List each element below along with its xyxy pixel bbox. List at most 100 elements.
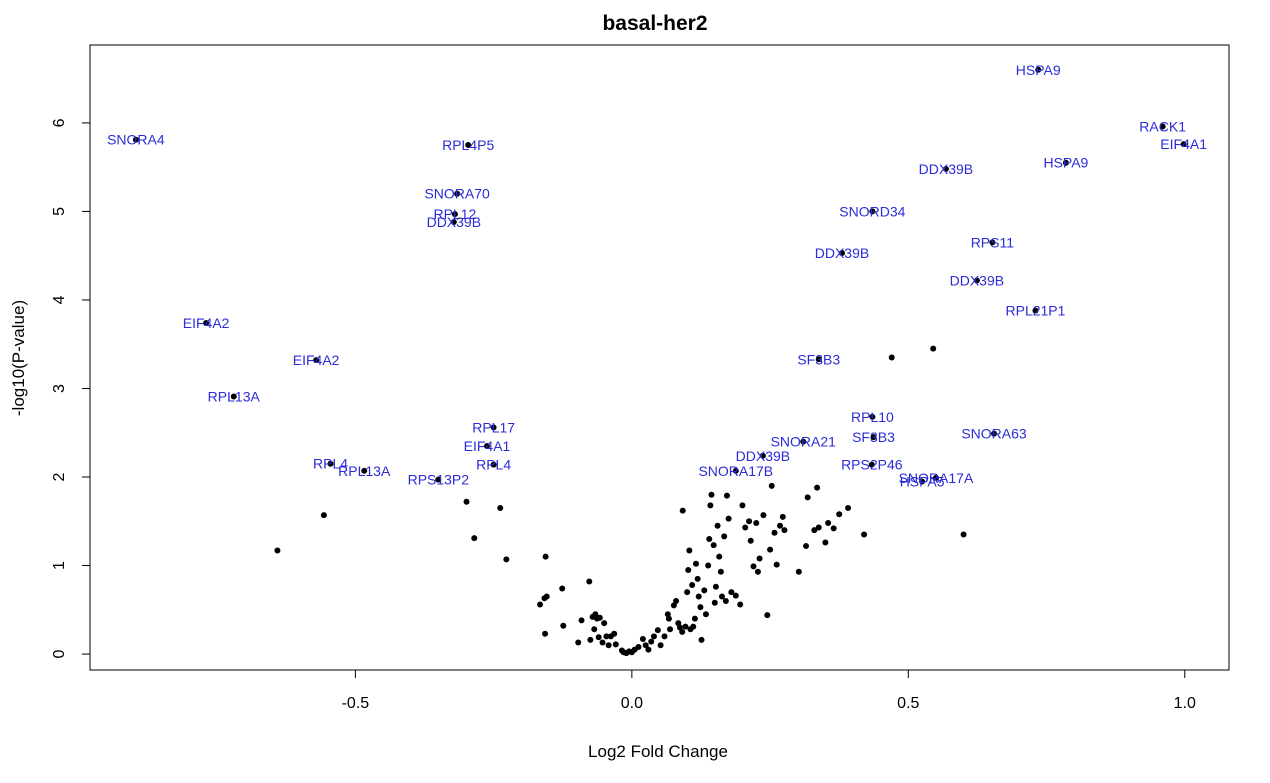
labeled-data-point xyxy=(451,211,458,218)
gene-label: SNORA17A xyxy=(899,470,974,486)
labeled-data-point xyxy=(870,434,877,441)
x-tick-label: -0.5 xyxy=(342,695,370,712)
data-point xyxy=(274,547,281,554)
data-point xyxy=(471,535,478,542)
y-tick-label: 1 xyxy=(51,561,68,570)
labeled-data-point xyxy=(815,356,822,363)
data-point xyxy=(679,628,686,635)
labeled-data-point xyxy=(490,424,497,431)
data-point xyxy=(559,585,566,592)
data-point xyxy=(773,561,780,568)
data-point xyxy=(710,542,717,549)
x-axis-title: Log2 Fold Change xyxy=(588,742,728,761)
data-point xyxy=(753,520,760,527)
labeled-data-point xyxy=(1159,123,1166,130)
data-point xyxy=(320,512,327,519)
data-point xyxy=(701,587,708,594)
gene-label: SNORA21 xyxy=(771,434,837,450)
data-point xyxy=(673,597,680,604)
plot-area-frame xyxy=(89,44,1230,671)
chart-title: basal-her2 xyxy=(602,12,707,35)
labeled-data-point xyxy=(973,277,980,284)
data-point xyxy=(665,615,672,622)
data-point xyxy=(503,556,510,563)
data-point xyxy=(684,589,691,596)
data-point xyxy=(595,634,602,641)
data-point xyxy=(795,568,802,575)
gene-label: SNORA63 xyxy=(961,426,1027,442)
data-point xyxy=(635,643,642,650)
data-point xyxy=(497,504,504,511)
data-point xyxy=(685,566,692,573)
y-axis-title: -log10(P-value) xyxy=(9,300,28,416)
data-point xyxy=(714,522,721,529)
data-point xyxy=(686,547,693,554)
data-point xyxy=(822,539,829,546)
data-point xyxy=(930,345,937,352)
data-point xyxy=(698,636,705,643)
gene-label: RPL13A xyxy=(338,463,391,479)
data-point xyxy=(603,633,610,640)
labeled-data-point xyxy=(1032,307,1039,314)
labeled-data-point xyxy=(203,319,210,326)
data-point xyxy=(722,597,729,604)
data-point xyxy=(575,639,582,646)
data-point xyxy=(845,504,852,511)
gene-label: HSPA9 xyxy=(1016,62,1061,78)
gene-label: RPL13A xyxy=(208,388,261,404)
labeled-data-point xyxy=(989,239,996,246)
data-point xyxy=(732,592,739,599)
gene-label: RPL4 xyxy=(313,456,348,472)
data-point xyxy=(754,568,761,575)
labeled-data-point xyxy=(435,476,442,483)
data-point xyxy=(639,636,646,643)
data-point xyxy=(697,604,704,611)
data-point xyxy=(781,527,788,534)
data-point xyxy=(611,630,618,637)
data-point xyxy=(777,522,784,529)
data-point xyxy=(728,589,735,596)
gene-label: RPS2P46 xyxy=(841,457,903,473)
labeled-data-point xyxy=(991,430,998,437)
data-points xyxy=(274,345,967,657)
gene-label: SF3B3 xyxy=(797,351,840,367)
data-point xyxy=(888,354,895,361)
data-point xyxy=(721,533,728,540)
data-point xyxy=(814,484,821,491)
labeled-data-point xyxy=(327,460,334,467)
data-point xyxy=(537,601,544,608)
labeled-data-point xyxy=(1062,159,1069,166)
gene-label: RPL4P5 xyxy=(442,137,494,153)
data-point xyxy=(811,527,818,534)
labeled-data-point xyxy=(313,357,320,364)
data-point xyxy=(836,511,843,518)
labeled-data-point xyxy=(132,136,139,143)
y-tick-label: 0 xyxy=(51,650,68,659)
y-tick-label: 3 xyxy=(51,384,68,393)
gene-label: RPS13P2 xyxy=(408,472,470,488)
data-point xyxy=(742,524,749,531)
data-point xyxy=(861,531,868,538)
data-point xyxy=(747,537,754,544)
gene-label: DDX39B xyxy=(815,245,869,261)
data-point xyxy=(771,529,778,536)
labeled-data-point xyxy=(932,474,939,481)
labeled-data-point xyxy=(490,461,497,468)
labeled-data-point xyxy=(1035,66,1042,73)
gene-label: DDX39B xyxy=(427,214,481,230)
x-tick-label: 0.0 xyxy=(621,695,643,712)
data-point xyxy=(705,562,712,569)
data-point xyxy=(695,593,702,600)
data-point xyxy=(711,599,718,606)
data-point xyxy=(542,553,549,560)
data-point xyxy=(725,515,732,522)
data-point xyxy=(463,498,470,505)
data-point xyxy=(717,568,724,575)
data-point xyxy=(605,642,612,649)
data-point xyxy=(707,502,714,509)
data-point xyxy=(804,494,811,501)
y-axis: 0 1 2 3 4 5 6 xyxy=(51,118,91,659)
data-point xyxy=(542,630,549,637)
data-point xyxy=(716,553,723,560)
